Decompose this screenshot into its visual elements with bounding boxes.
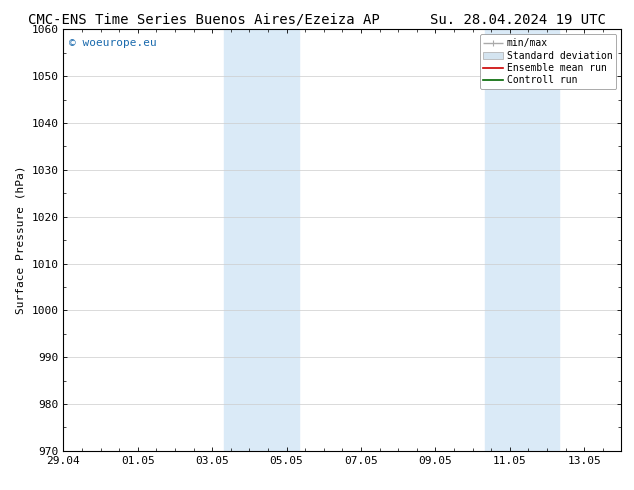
Y-axis label: Surface Pressure (hPa): Surface Pressure (hPa) <box>16 166 26 315</box>
Bar <box>224 29 299 451</box>
Text: CMC-ENS Time Series Buenos Aires/Ezeiza AP      Su. 28.04.2024 19 UTC: CMC-ENS Time Series Buenos Aires/Ezeiza … <box>28 12 606 26</box>
Bar <box>485 29 559 451</box>
Text: © woeurope.eu: © woeurope.eu <box>69 38 157 48</box>
Legend: min/max, Standard deviation, Ensemble mean run, Controll run: min/max, Standard deviation, Ensemble me… <box>479 34 616 89</box>
